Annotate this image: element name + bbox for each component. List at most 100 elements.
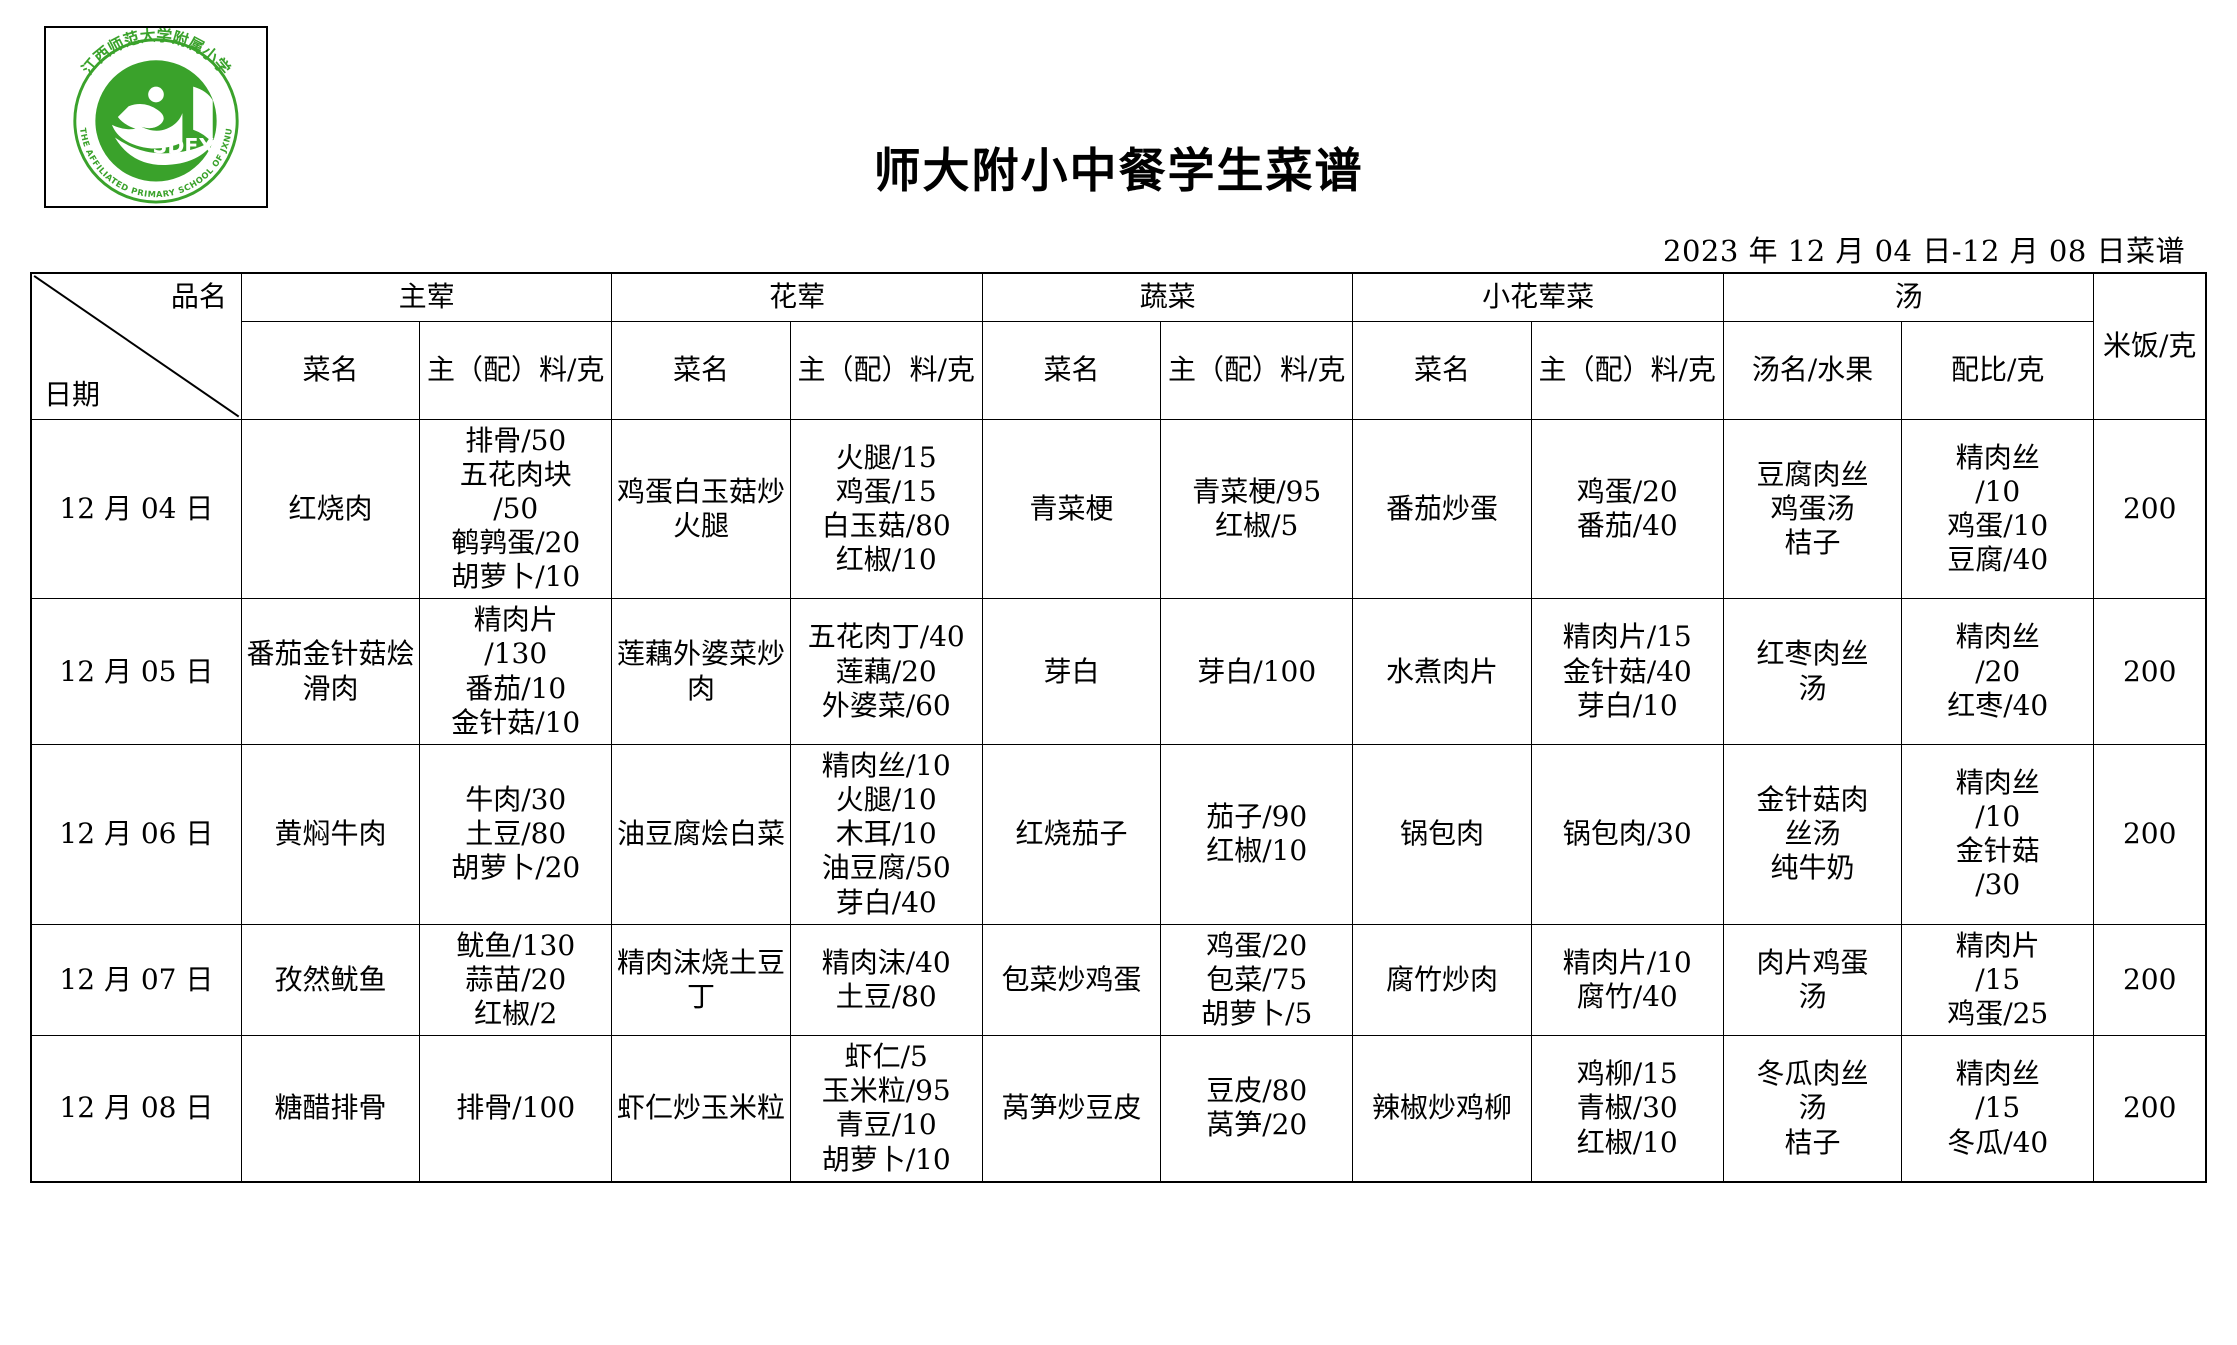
diagonal-divider-icon [32, 274, 241, 419]
main-ingredient-cell: 排骨/50 五花肉块/50 鹌鹑蛋/20 胡萝卜/10 [419, 418, 613, 600]
soup-ratio-cell-line: 冬瓜/40 [1947, 1125, 2049, 1159]
vegetable-ingredient-cell-line: 包菜/75 [1206, 962, 1308, 996]
subheader-main-dish-name: 菜名 [240, 320, 421, 420]
fancy-ingredient-cell: 火腿/15 鸡蛋/15 白玉菇/80 红椒/10 [789, 418, 983, 600]
group-header-soup: 汤 [1722, 272, 2095, 322]
fancy-ingredient-cell-line: 莲藕/20 [835, 654, 937, 688]
group-header-fancy-meat: 花荤 [611, 272, 983, 322]
fancy-ingredient-cell-line: 外婆菜/60 [821, 688, 951, 722]
document-header: 江西师范大学附属小学 THE AFFILIATED PRIMARY SCHOOL… [0, 0, 2237, 272]
fancy-ingredient-cell: 精肉丝/10 火腿/10 木耳/10 油豆腐/50 芽白/40 [789, 743, 983, 925]
main-ingredient-cell-line: 鹌鹑蛋/20 [451, 525, 581, 559]
corner-label-item: 品名 [170, 280, 227, 313]
subheader-fancy-ingredient: 主（配）料/克 [789, 320, 983, 420]
fancy-ingredient-cell-line: 芽白/40 [835, 885, 937, 919]
page-title: 师大附小中餐学生菜谱 [873, 144, 1364, 199]
date-cell: 12 月 04 日 [30, 418, 242, 600]
main-ingredient-cell: 牛肉/30 土豆/80 胡萝卜/20 [419, 743, 613, 925]
soup-name-cell: 金针菇肉 丝汤 纯牛奶 [1722, 743, 1903, 925]
soup-name-cell-line: 汤 [1798, 979, 1827, 1013]
main-ingredient-cell-line: 红椒/2 [474, 997, 558, 1030]
vegetable-dish-name-cell: 芽白 [981, 598, 1162, 745]
vegetable-ingredient-cell-line: 茄子/90 [1206, 800, 1308, 834]
main-ingredient-cell-line: 精肉片 [473, 603, 558, 637]
soup-name-cell-line: 桔子 [1784, 1125, 1841, 1159]
fancy-dish-name-cell: 油豆腐烩白菜 [611, 743, 791, 925]
main-ingredient-cell-line: 五花肉块 [459, 457, 572, 491]
small-ingredient-cell: 精肉片/10 腐竹/40 [1530, 923, 1724, 1037]
group-header-main-meat: 主荤 [240, 272, 613, 322]
rice-amount-cell: 200 [2093, 598, 2207, 745]
table-row: 12 月 08 日糖醋排骨 排骨/100 虾仁炒玉米粒 虾仁/5 玉米粒/95 青豆/10… [30, 1035, 2207, 1183]
small-ingredient-cell-line: 精肉片/10 [1562, 945, 1692, 979]
main-ingredient-cell-line: 排骨/50 [465, 423, 567, 457]
soup-ratio-cell-line: /15 [1975, 1091, 2021, 1125]
date-cell: 12 月 05 日 [30, 598, 242, 745]
subheader-fancy-dish-name: 菜名 [611, 320, 791, 420]
soup-ratio-cell: 精肉丝/10 金针菇/30 [1901, 743, 2095, 925]
vegetable-ingredient-cell-line: 豆皮/80 [1206, 1074, 1308, 1108]
rice-amount-cell: 200 [2093, 743, 2207, 925]
table-row: 12 月 06 日黄焖牛肉 牛肉/30 土豆/80 胡萝卜/20 油豆腐烩白菜 精肉丝/1… [30, 743, 2207, 925]
subheader-small-ingredient: 主（配）料/克 [1530, 320, 1724, 420]
fancy-ingredient-cell-line: 鸡蛋/15 [835, 474, 937, 508]
soup-name-cell-line: 丝汤 [1784, 817, 1841, 851]
small-dish-name-cell: 水煮肉片 [1352, 598, 1532, 745]
main-ingredient-cell-line: /130 [484, 637, 548, 671]
main-ingredient-cell: 排骨/100 [419, 1035, 613, 1183]
fancy-ingredient-cell-line: 五花肉丁/40 [807, 620, 965, 654]
soup-ratio-cell: 精肉丝/15 冬瓜/40 [1901, 1035, 2095, 1183]
vegetable-dish-name-cell: 莴笋炒豆皮 [981, 1035, 1162, 1183]
soup-ratio-cell-line: 精肉丝 [1955, 1057, 2040, 1091]
vegetable-ingredient-cell-line: 红椒/5 [1215, 508, 1299, 542]
fancy-ingredient-cell-line: 精肉丝/10 [821, 748, 951, 782]
small-ingredient-cell: 锅包肉/30 [1530, 743, 1724, 925]
small-ingredient-cell: 鸡柳/15 青椒/30 红椒/10 [1530, 1035, 1724, 1183]
soup-ratio-cell-line: /30 [1975, 868, 2021, 902]
soup-ratio-cell: 精肉片/15 鸡蛋/25 [1901, 923, 2095, 1037]
vegetable-ingredient-cell: 鸡蛋/20 包菜/75 胡萝卜/5 [1160, 923, 1354, 1037]
soup-name-cell-line: 红枣肉丝 [1756, 637, 1869, 671]
soup-ratio-cell-line: 精肉丝 [1955, 765, 2040, 799]
small-ingredient-cell-line: 精肉片/15 [1562, 620, 1692, 654]
soup-ratio-cell-line: /20 [1975, 654, 2021, 688]
soup-name-cell-line: 鸡蛋汤 [1770, 491, 1855, 525]
main-ingredient-cell-line: 金针菇/10 [451, 705, 581, 739]
subheader-main-ingredient: 主（配）料/克 [419, 320, 613, 420]
soup-name-cell-line: 纯牛奶 [1770, 851, 1855, 885]
soup-ratio-cell: 精肉丝/10 鸡蛋/10 豆腐/40 [1901, 418, 2095, 600]
vegetable-ingredient-cell-line: 鸡蛋/20 [1206, 928, 1308, 962]
small-ingredient-cell-line: 芽白/10 [1576, 688, 1678, 722]
soup-ratio-cell-line: /10 [1975, 474, 2021, 508]
small-ingredient-cell-line: 鸡蛋/20 [1576, 474, 1678, 508]
small-dish-name-cell: 腐竹炒肉 [1352, 923, 1532, 1037]
fancy-ingredient-cell-line: 虾仁/5 [844, 1040, 928, 1074]
main-dish-name-cell: 番茄金针菇烩滑肉 [240, 598, 421, 745]
soup-ratio-cell-line: 豆腐/40 [1947, 543, 2049, 577]
fancy-ingredient-cell-line: 油豆腐/50 [821, 851, 951, 885]
fancy-ingredient-cell-line: 精肉沫/40 [821, 945, 951, 979]
fancy-dish-name-cell: 精肉沫烧土豆丁 [611, 923, 791, 1037]
subheader-small-dish-name: 菜名 [1352, 320, 1532, 420]
fancy-dish-name-cell: 鸡蛋白玉菇炒火腿 [611, 418, 791, 600]
logo-emblem-figure [111, 86, 217, 166]
main-ingredient-cell-line: 土豆/80 [465, 817, 567, 851]
fancy-ingredient-cell-line: 木耳/10 [835, 817, 937, 851]
vegetable-ingredient-cell-line: 芽白/100 [1197, 654, 1317, 688]
subheader-veg-ingredient: 主（配）料/克 [1160, 320, 1354, 420]
vegetable-ingredient-cell-line: 莴笋/20 [1206, 1108, 1308, 1142]
main-dish-name-cell: 黄焖牛肉 [240, 743, 421, 925]
soup-name-cell: 肉片鸡蛋汤 [1722, 923, 1903, 1037]
vegetable-ingredient-cell: 茄子/90 红椒/10 [1160, 743, 1354, 925]
fancy-ingredient-cell-line: 火腿/15 [835, 440, 937, 474]
soup-name-cell-line: 桔子 [1784, 525, 1841, 559]
fancy-ingredient-cell: 精肉沫/40 土豆/80 [789, 923, 983, 1037]
soup-name-cell-line: 肉片鸡蛋 [1756, 945, 1869, 979]
soup-ratio-cell-line: 精肉丝 [1955, 440, 2040, 474]
soup-ratio-cell-line: 金针菇 [1955, 834, 2040, 868]
small-dish-name-cell: 番茄炒蛋 [1352, 418, 1532, 600]
soup-name-cell-line: 汤 [1798, 671, 1827, 705]
corner-header-cell: 品名 日期 [30, 272, 242, 420]
main-dish-name-cell: 红烧肉 [240, 418, 421, 600]
small-ingredient-cell-line: 鸡柳/15 [1576, 1057, 1678, 1091]
